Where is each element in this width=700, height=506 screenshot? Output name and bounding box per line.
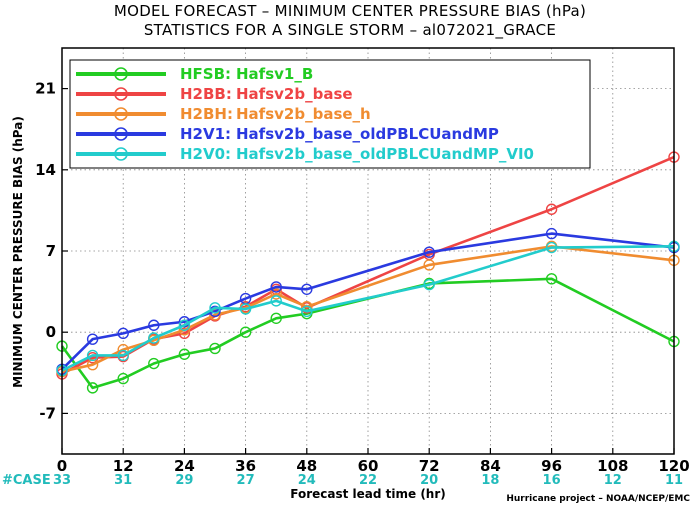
legend-series-label: Hafsv2b_base_oldPBLCUandMP — [236, 125, 499, 143]
legend-swatch-marker — [114, 87, 128, 101]
data-point — [239, 326, 252, 338]
x-tick-label: 72 — [419, 457, 440, 475]
data-point — [117, 349, 129, 362]
data-point — [423, 259, 435, 271]
data-point — [545, 203, 558, 215]
x-tick-label: 60 — [358, 457, 379, 475]
x-tick-label: 0 — [57, 457, 67, 475]
series-h2v0 — [56, 240, 680, 377]
data-point — [86, 382, 99, 394]
case-count: 12 — [604, 473, 622, 488]
x-tick-label: 84 — [480, 457, 501, 475]
data-point — [270, 295, 282, 307]
data-point — [209, 309, 221, 321]
credit-text: Hurricane project – NOAA/NCEP/EMC — [506, 494, 690, 504]
chart-subtitle: STATISTICS FOR A SINGLE STORM – al072021… — [144, 21, 556, 40]
data-point — [545, 241, 558, 254]
case-count: 31 — [114, 473, 132, 488]
y-tick-label: 7 — [46, 242, 56, 260]
data-point — [178, 348, 191, 360]
case-count: 11 — [665, 473, 683, 488]
data-point — [270, 281, 282, 293]
data-point — [423, 246, 435, 258]
data-point — [239, 303, 252, 315]
y-tick-label: -7 — [39, 404, 56, 422]
data-point — [545, 227, 558, 240]
data-point — [148, 319, 160, 331]
case-count: 22 — [359, 473, 377, 488]
x-tick-label: 48 — [296, 457, 317, 475]
legend-swatch-marker — [114, 67, 128, 81]
data-point — [209, 342, 221, 355]
data-point — [148, 332, 160, 344]
chart-title: MODEL FORECAST – MINIMUM CENTER PRESSURE… — [114, 2, 586, 20]
data-point — [86, 358, 99, 371]
x-tick-label: 36 — [235, 457, 256, 475]
case-counts: #CASE 33 31 29 27 24 22 20 18 16 12 11 — [2, 473, 683, 488]
y-tick-label: 0 — [46, 323, 56, 341]
legend-swatch-marker — [114, 147, 128, 161]
data-point — [423, 278, 435, 291]
legend-series-label: Hafsv2b_base_h — [236, 105, 371, 123]
y-tick-label: 21 — [35, 80, 56, 98]
y-tick-label: 14 — [35, 161, 56, 179]
tick-labels: 0 12 24 36 48 60 72 84 96 108 120 -7 0 7 14 21 — [35, 80, 690, 475]
legend-series-label: Hafsv2b_base_oldPBLCUandMP_VI0 — [236, 145, 534, 163]
legend-swatch-marker — [114, 107, 128, 121]
data-point — [86, 333, 99, 345]
y-axis-label: MINIMUM CENTER PRESSURE BIAS (hPa) — [11, 116, 25, 388]
legend-series-code: H2V0: — [180, 145, 231, 163]
legend-series-code: HFSB: — [180, 65, 231, 83]
case-count: 16 — [543, 473, 561, 488]
legend-swatch-marker — [114, 127, 128, 141]
data-point — [301, 305, 313, 318]
data-point — [270, 288, 282, 300]
data-point — [117, 327, 129, 340]
x-tick-label: 24 — [174, 457, 195, 475]
legend-series-label: Hafsv2b_base — [236, 85, 353, 103]
data-point — [117, 372, 129, 385]
legend-series-code: H2BB: — [180, 85, 232, 103]
case-count: 18 — [481, 473, 499, 488]
data-point — [209, 302, 221, 314]
case-count: 27 — [237, 473, 255, 488]
data-point — [545, 273, 558, 285]
case-count: 24 — [298, 473, 316, 488]
case-label: #CASE — [2, 473, 51, 488]
case-count: 29 — [175, 473, 193, 488]
data-point — [178, 327, 191, 340]
data-point — [148, 357, 160, 370]
legend-series-label: Hafsv1_B — [236, 65, 313, 83]
data-point — [178, 319, 191, 331]
x-tick-label: 120 — [658, 457, 689, 475]
x-tick-label: 96 — [541, 457, 562, 475]
data-point — [86, 349, 99, 362]
legend-series-code: H2V1: — [180, 125, 231, 143]
data-point — [301, 283, 313, 295]
data-point — [270, 312, 282, 324]
x-tick-label: 108 — [597, 457, 628, 475]
x-tick-label: 12 — [113, 457, 134, 475]
legend-series-code: H2BH: — [180, 105, 233, 123]
case-count: 20 — [420, 473, 438, 488]
series-layer — [56, 151, 680, 394]
x-axis-label: Forecast lead time (hr) — [290, 487, 446, 501]
case-count: 33 — [53, 473, 71, 488]
